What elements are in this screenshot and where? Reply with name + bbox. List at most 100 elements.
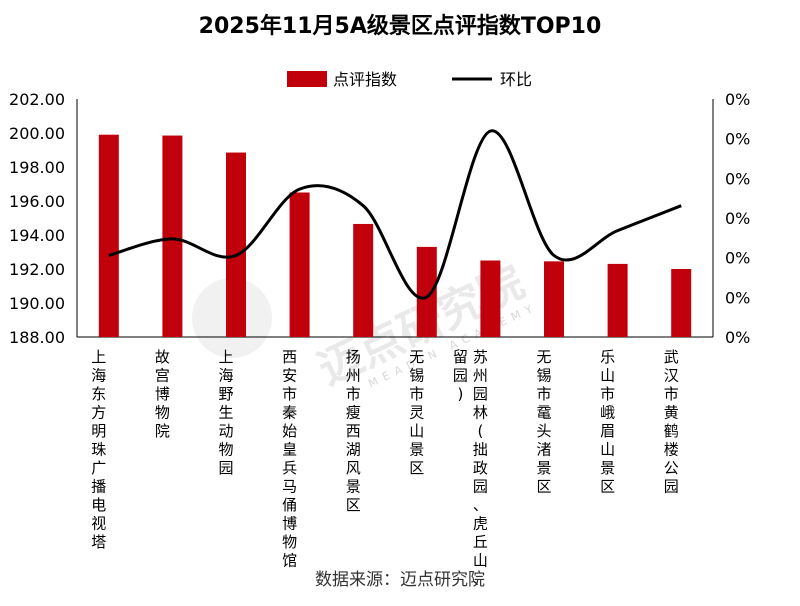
category-label-char: 瘦 [346, 404, 361, 422]
category-label-char: 拙 [473, 441, 488, 459]
category-label-char: 眉 [600, 422, 615, 440]
category-label-char: 扬 [346, 348, 361, 366]
category-label-char: 山 [473, 552, 488, 570]
category-label-char: 湖 [346, 441, 361, 459]
category-label-char: 黄 [664, 404, 679, 422]
category-label-char: 播 [91, 478, 106, 496]
category-label-char: 山 [600, 441, 615, 459]
category-label-char: 园 [453, 367, 468, 385]
category-label-char: 西 [346, 422, 361, 440]
category-label-char: 留 [453, 348, 468, 366]
category-label-char: 市 [536, 385, 551, 403]
bar [544, 261, 564, 337]
category-label-char: 宫 [155, 367, 170, 385]
category-label-char: 汉 [664, 367, 679, 385]
category-label-char: ) [457, 385, 463, 403]
category-label-char: 区 [536, 478, 551, 496]
category-label-char: 海 [91, 367, 106, 385]
category-label-char: 动 [218, 422, 233, 440]
category-label-char: 东 [91, 385, 106, 403]
bar [162, 135, 183, 337]
category-label-char: 野 [218, 385, 233, 403]
category-label-char: 苏 [473, 348, 488, 366]
category-label-char: 州 [473, 367, 488, 385]
line-series [108, 129, 682, 300]
legend-label-bar: 点评指数 [333, 70, 397, 89]
bar [671, 269, 692, 337]
category-label-char: 政 [473, 459, 488, 477]
left-tick-label: 196.00 [9, 192, 65, 211]
bar [416, 246, 437, 337]
legend-label-line: 环比 [500, 70, 532, 89]
left-axis-ticks: 188.00 190.00 192.00 194.00 196.00 198.00 200.… [9, 90, 65, 347]
left-tick-label: 198.00 [9, 158, 65, 177]
category-label-char: 山 [409, 422, 424, 440]
category-label-char: 园 [473, 385, 488, 403]
category-label-char: 上 [91, 348, 106, 366]
category-label-char: 风 [346, 459, 361, 477]
category-label-char: 、 [473, 570, 488, 588]
category-label-char: 市 [600, 385, 615, 403]
left-tick-label: 194.00 [9, 226, 65, 245]
category-label-char: 渚 [536, 441, 551, 459]
category-label-char: 电 [91, 496, 106, 514]
category-label-char: 广 [91, 459, 106, 477]
category-label-char: 乐 [600, 348, 615, 366]
source-note: 数据来源：迈点研究院 [315, 570, 485, 590]
bar-series [98, 134, 692, 337]
category-label-char: 灵 [409, 404, 424, 422]
bar [480, 260, 501, 337]
category-label-char: 上 [218, 348, 233, 366]
right-tick-label: 0% [725, 328, 750, 347]
chart-title: 2025年11月5A级景区点评指数TOP10 [199, 13, 602, 39]
right-tick-label: 0% [725, 90, 750, 109]
right-axis-ticks: 0% 0% 0% 0% 0% 0% 0% [725, 90, 750, 347]
category-label-char: 马 [282, 478, 297, 496]
left-tick-label: 192.00 [9, 260, 65, 279]
right-tick-label: 0% [725, 169, 750, 188]
category-label-char: 院 [155, 422, 170, 440]
right-tick-label: 0% [725, 288, 750, 307]
category-label-char: 方 [91, 404, 106, 422]
left-tick-label: 188.00 [9, 328, 65, 347]
right-tick-label: 0% [725, 209, 750, 228]
category-label-char: 市 [282, 385, 297, 403]
category-label-char: 锡 [536, 367, 551, 385]
legend: 点评指数 环比 [287, 70, 532, 89]
category-label-char: 博 [155, 385, 170, 403]
category-label-char: 皇 [282, 441, 297, 459]
category-label-char: 市 [409, 385, 424, 403]
category-label-char: 州 [346, 367, 361, 385]
category-label-char: 园 [473, 478, 488, 496]
legend-bar-swatch [287, 71, 327, 87]
category-label-char: 无 [409, 348, 424, 366]
category-labels: 上海东方明珠广播电视塔故宫博物院上海野生动物园西安市秦始皇兵马俑博物馆扬州市瘦西… [91, 348, 678, 588]
category-label-char: 西 [282, 348, 297, 366]
category-label-char: 馆 [282, 552, 297, 570]
category-label-char: 视 [91, 515, 106, 533]
category-label-char: 始 [282, 422, 297, 440]
category-label-char: 鹤 [664, 422, 679, 440]
category-label-char: 物 [218, 441, 233, 459]
category-label-char: 秦 [282, 404, 297, 422]
category-label-char: 珠 [91, 441, 106, 459]
category-label-char: 头 [536, 422, 551, 440]
bar [289, 192, 310, 337]
category-label-char: 故 [155, 348, 170, 366]
category-label-char: 景 [536, 459, 551, 477]
category-label-char: 丘 [473, 533, 488, 551]
left-tick-label: 200.00 [9, 124, 65, 143]
category-label-char: 楼 [664, 441, 679, 459]
category-label-char: 山 [600, 367, 615, 385]
right-tick-label: 0% [725, 249, 750, 268]
category-label-char: 景 [409, 441, 424, 459]
category-label-char: 生 [218, 404, 233, 422]
category-label-char: 区 [346, 496, 361, 514]
category-label-char: 无 [536, 348, 551, 366]
category-label-char: 明 [91, 422, 106, 440]
category-label-char: 兵 [282, 459, 297, 477]
category-label-char: 景 [346, 478, 361, 496]
category-label-char: 物 [155, 404, 170, 422]
bar [607, 263, 628, 337]
